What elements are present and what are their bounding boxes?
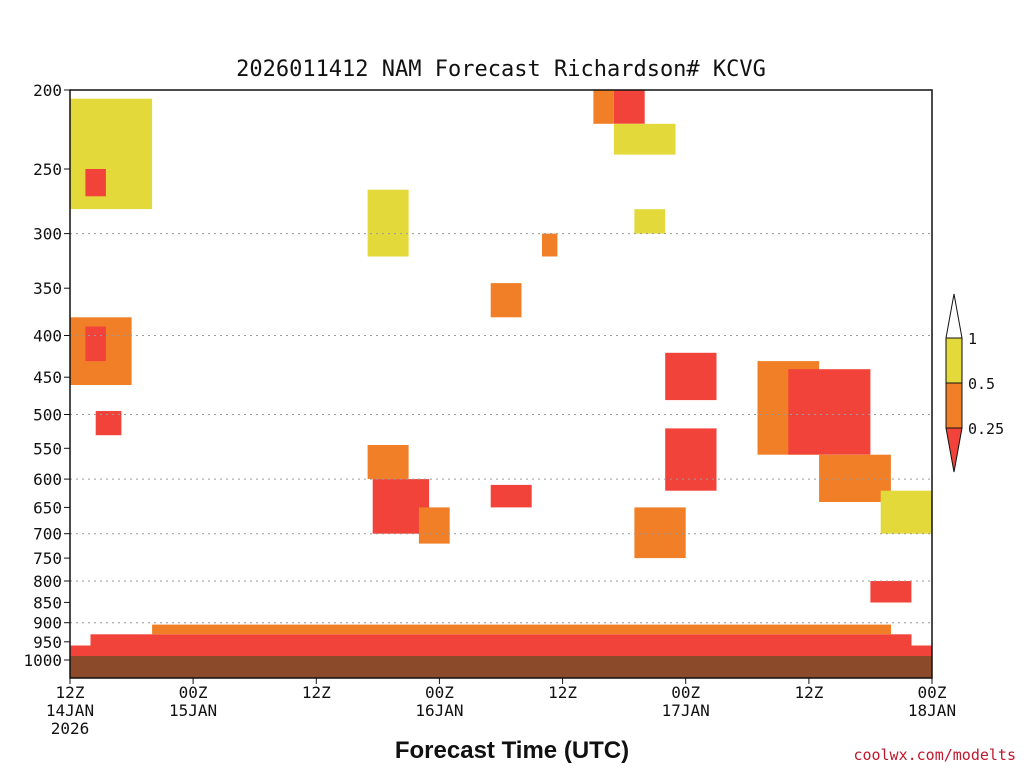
- x-tick-label-3-2: 16JAN: [415, 701, 463, 720]
- heatmap-cell-21: [870, 581, 912, 603]
- heatmap-cell-1: [90, 634, 912, 646]
- heatmap-cell-15: [634, 507, 686, 559]
- heatmap-cell-8: [367, 189, 409, 257]
- y-tick-label-850: 850: [33, 593, 62, 612]
- heatmap-cell-4: [85, 326, 106, 362]
- heatmap-cell-20: [880, 490, 932, 534]
- heatmap-cell-14: [665, 352, 717, 401]
- chart-title: 2026011412 NAM Forecast Richardson# KCVG: [236, 57, 766, 82]
- y-tick-label-700: 700: [33, 525, 62, 544]
- heatmap-cell-26: [542, 233, 558, 257]
- colorbar-segment-0.25-0.5: [945, 382, 963, 429]
- heatmap-cell-23: [593, 90, 614, 124]
- heatmap-cell-9: [367, 445, 409, 480]
- colorbar-label-1: 1: [968, 330, 977, 348]
- y-tick-label-1000: 1000: [23, 651, 62, 670]
- x-tick-label-3-1: 00Z: [425, 683, 454, 702]
- colorbar-label-0.5: 0.5: [968, 375, 995, 393]
- heatmap-cell-13: [490, 283, 522, 318]
- y-tick-label-900: 900: [33, 614, 62, 633]
- surface-band: [70, 656, 932, 678]
- heatmap-cell-24: [613, 123, 676, 155]
- y-tick-label-950: 950: [33, 633, 62, 652]
- heatmap-cell-7: [85, 169, 106, 197]
- x-tick-label-0-1: 12Z: [56, 683, 85, 702]
- y-tick-label-300: 300: [33, 225, 62, 244]
- x-axis-label: Forecast Time (UTC): [395, 737, 629, 764]
- heatmap-cell-19: [819, 454, 891, 502]
- y-tick-label-550: 550: [33, 439, 62, 458]
- x-tick-label-7-2: 18JAN: [908, 701, 956, 720]
- y-tick-label-750: 750: [33, 549, 62, 568]
- heatmap-cell-25: [634, 209, 666, 234]
- x-tick-label-6-1: 12Z: [794, 683, 823, 702]
- x-tick-label-0-3: 2026: [51, 719, 90, 738]
- x-tick-label-1-1: 00Z: [179, 683, 208, 702]
- heatmap-cell-11: [418, 507, 450, 544]
- y-axis-ticks: 200 250 300 350 400 450 500 550 600 650 700 750 800 8…: [23, 81, 70, 670]
- x-tick-label-2-1: 12Z: [302, 683, 331, 702]
- heatmap-cell-18: [788, 369, 871, 455]
- y-tick-label-500: 500: [33, 406, 62, 425]
- y-tick-label-250: 250: [33, 160, 62, 179]
- y-tick-label-450: 450: [33, 368, 62, 387]
- colorbar: 1 0.5 0.25: [945, 293, 1004, 473]
- x-tick-label-1-2: 15JAN: [169, 701, 217, 720]
- x-tick-label-7-1: 00Z: [918, 683, 947, 702]
- y-tick-label-400: 400: [33, 327, 62, 346]
- x-tick-label-0-2: 14JAN: [46, 701, 94, 720]
- y-tick-label-800: 800: [33, 572, 62, 591]
- y-tick-label-200: 200: [33, 81, 62, 100]
- credit-text: coolwx.com/modelts: [853, 746, 1016, 764]
- y-tick-label-650: 650: [33, 498, 62, 517]
- colorbar-label-0.25: 0.25: [968, 420, 1004, 438]
- heatmap-cell-16: [665, 428, 717, 491]
- colorbar-segment-0.5-1: [945, 337, 963, 384]
- x-tick-label-5-1: 00Z: [671, 683, 700, 702]
- colorbar-bottom-triangle: [945, 427, 963, 473]
- heatmap-layer: [70, 90, 932, 657]
- heatmap-cell-2: [152, 624, 892, 635]
- x-tick-label-4-1: 12Z: [548, 683, 577, 702]
- heatmap-cell-22: [613, 90, 645, 124]
- y-tick-label-600: 600: [33, 470, 62, 489]
- x-tick-label-5-2: 17JAN: [662, 701, 710, 720]
- heatmap-cell-12: [490, 484, 532, 508]
- y-tick-label-350: 350: [33, 279, 62, 298]
- heatmap-cell-0: [70, 645, 932, 657]
- heatmap-cell-6: [70, 98, 153, 210]
- heatmap-cell-5: [95, 411, 122, 436]
- plot-frame: [69, 89, 933, 679]
